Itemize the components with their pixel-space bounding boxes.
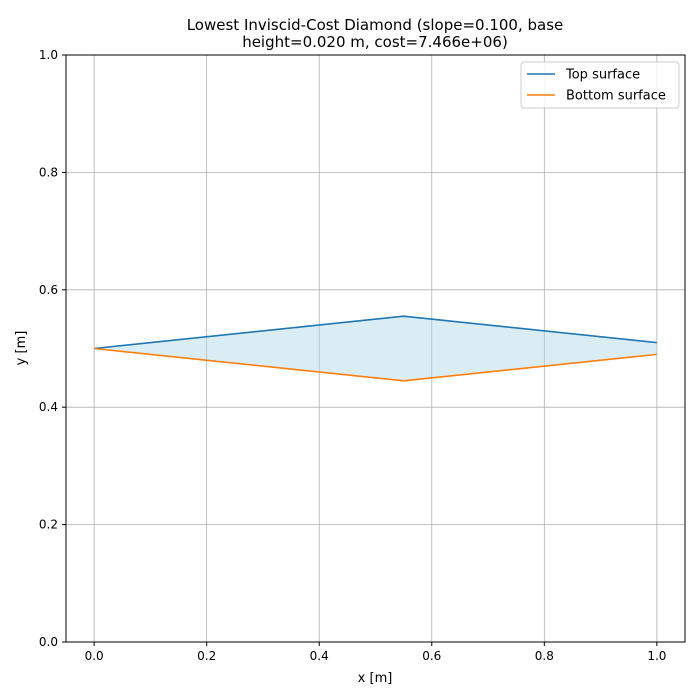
y-tick-label-4: 0.8 bbox=[39, 165, 58, 179]
x-tick-label-3: 0.6 bbox=[422, 649, 441, 663]
chart-title: Lowest Inviscid-Cost Diamond (slope=0.10… bbox=[187, 16, 564, 51]
legend-label-top-surface: Top surface bbox=[565, 68, 640, 83]
y-tick-label-5: 1.0 bbox=[39, 48, 58, 62]
y-tick-label-3: 0.6 bbox=[39, 283, 58, 297]
diamond-fill-area bbox=[94, 316, 657, 381]
y-tick-label-2: 0.4 bbox=[39, 400, 58, 414]
y-axis-label: y [m] bbox=[14, 331, 29, 366]
plot-frame bbox=[65, 54, 686, 643]
chart-title-line-2: height=0.020 m, cost=7.466e+06) bbox=[242, 33, 508, 51]
x-tick-label-1: 0.2 bbox=[197, 649, 216, 663]
x-tick-label-0: 0.0 bbox=[85, 649, 104, 663]
grid-lines bbox=[66, 54, 685, 643]
x-tick-label-4: 0.8 bbox=[535, 649, 554, 663]
legend: Top surface Bottom surface bbox=[520, 61, 680, 109]
y-tick-label-1: 0.2 bbox=[39, 518, 58, 532]
series-lines bbox=[94, 315, 657, 382]
legend-frame bbox=[520, 61, 680, 109]
chart-title-line-1: Lowest Inviscid-Cost Diamond (slope=0.10… bbox=[187, 16, 564, 34]
x-tick-label-2: 0.4 bbox=[310, 649, 329, 663]
series-line-top-surface bbox=[94, 315, 657, 350]
legend-label-bottom-surface: Bottom surface bbox=[566, 89, 666, 104]
y-tick-label-0: 0.0 bbox=[39, 635, 58, 649]
x-axis-label: x [m] bbox=[358, 671, 393, 686]
x-tick-label-5: 1.0 bbox=[647, 649, 666, 663]
series-line-bottom-surface bbox=[94, 347, 657, 382]
axis-ticks: 0.0 0.2 0.4 0.6 0.8 1.0 0.0 0.2 0.4 0.6 0.8 1.0 bbox=[39, 48, 667, 663]
